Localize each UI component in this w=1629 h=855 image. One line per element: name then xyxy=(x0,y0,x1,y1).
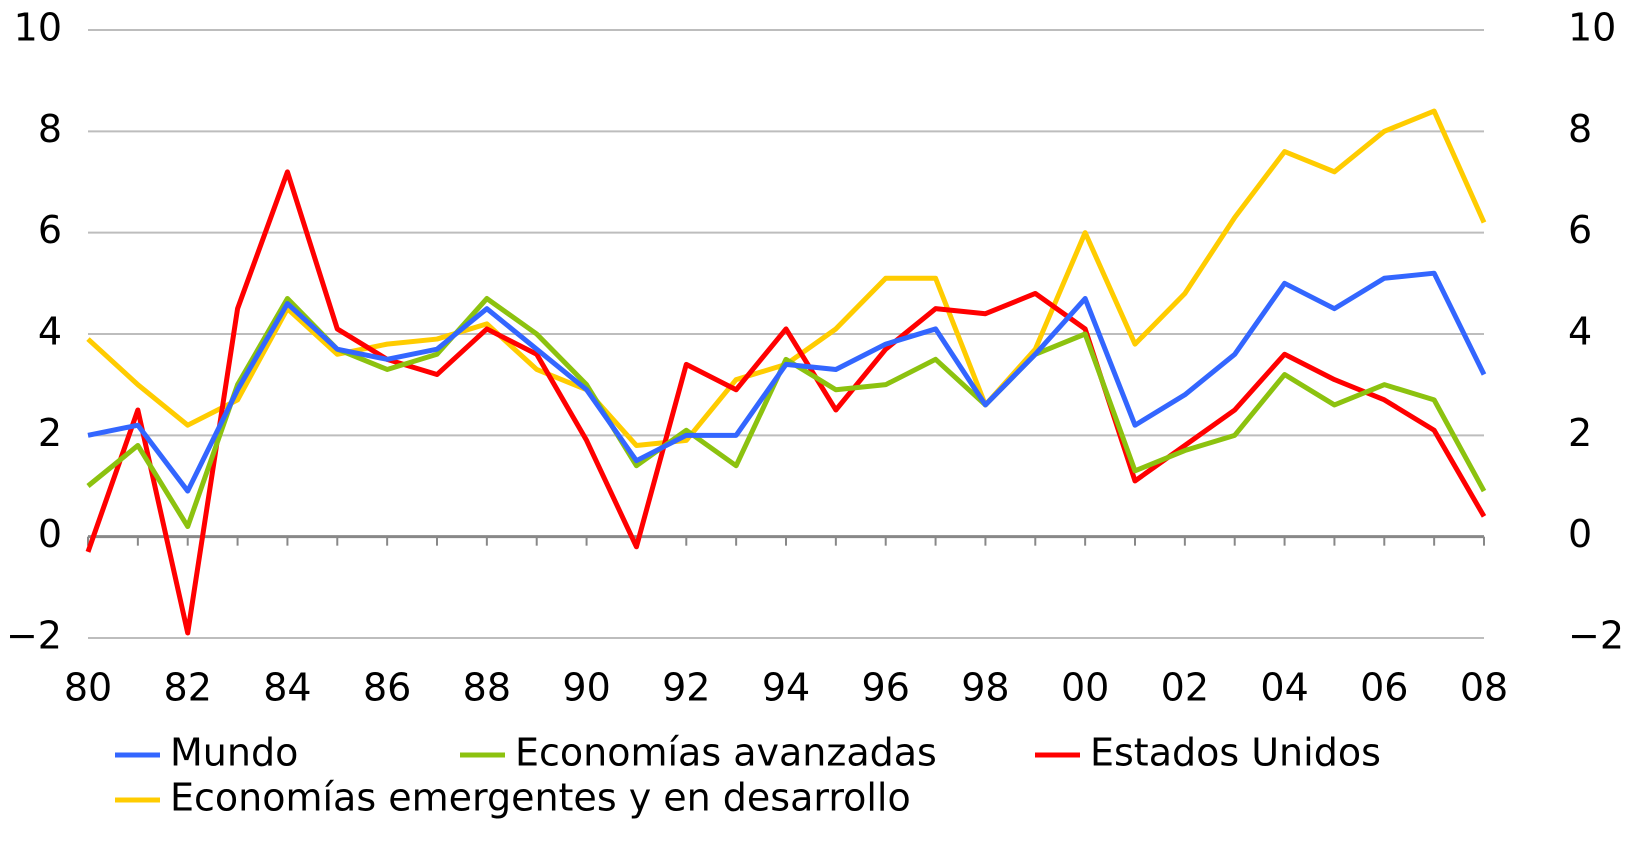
x-tick-label: 92 xyxy=(662,666,710,710)
x-tick-label: 86 xyxy=(363,666,411,710)
y-tick-label: 6 xyxy=(38,208,62,252)
x-tick-label: 96 xyxy=(862,666,910,710)
x-tick-label: 08 xyxy=(1460,666,1508,710)
y2-tick-label: 0 xyxy=(1568,512,1592,556)
legend-label: Mundo xyxy=(170,731,298,775)
y-tick-label: 0 xyxy=(38,512,62,556)
y2-tick-label: −2 xyxy=(1568,614,1624,658)
x-tick-label: 90 xyxy=(562,666,610,710)
y-tick-label: 2 xyxy=(38,411,62,455)
x-tick-label: 80 xyxy=(64,666,112,710)
x-tick-label: 06 xyxy=(1360,666,1408,710)
series-line xyxy=(87,270,1487,494)
y2-tick-label: 6 xyxy=(1568,208,1592,252)
y2-tick-label: 8 xyxy=(1568,107,1592,151)
series-line xyxy=(86,108,1487,448)
x-tick-label: 00 xyxy=(1061,666,1109,710)
x-tick-label: 84 xyxy=(263,666,311,710)
y2-tick-label: 4 xyxy=(1568,310,1592,354)
legend-label: Estados Unidos xyxy=(1090,731,1381,775)
y-tick-label: −2 xyxy=(6,614,62,658)
x-tick-label: 02 xyxy=(1161,666,1209,710)
y-tick-label: 10 xyxy=(14,6,62,50)
series-line xyxy=(85,169,1487,636)
y2-tick-label: 10 xyxy=(1568,6,1616,50)
y-tick-label: 4 xyxy=(38,310,62,354)
x-tick-label: 88 xyxy=(463,666,511,710)
x-tick-label: 98 xyxy=(961,666,1009,710)
x-tick-label: 94 xyxy=(762,666,810,710)
x-tick-label: 04 xyxy=(1260,666,1308,710)
y-tick-label: 8 xyxy=(38,107,62,151)
x-tick-label: 82 xyxy=(164,666,212,710)
legend-label: Economías avanzadas xyxy=(515,731,937,775)
y2-tick-label: 2 xyxy=(1568,411,1592,455)
legend-label: Economías emergentes y en desarrollo xyxy=(170,776,911,820)
